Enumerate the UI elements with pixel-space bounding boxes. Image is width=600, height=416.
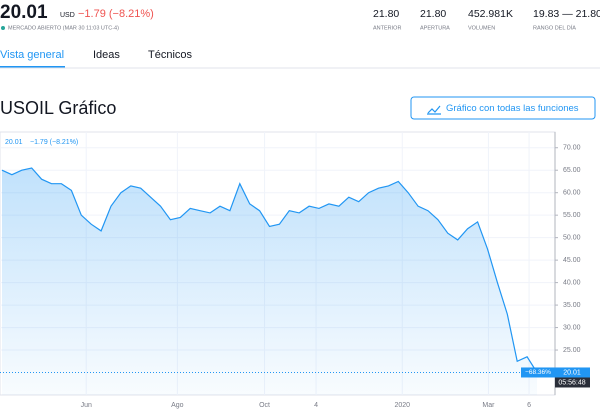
button-frame[interactable] [410,96,596,120]
x-tick-label: Oct [259,402,270,409]
stat-label: RANGO DEL DÍA [533,24,576,31]
button-label[interactable]: Gráfico con todas las funciones [446,103,579,114]
chart: 25.00 30.00 35.00 40.00 45.00 50.00 55.00 60.00… [0,132,590,409]
y-tick-label: 25.00 [563,347,581,354]
full-chart-button[interactable]: Gráfico con todas las funciones [410,96,596,120]
y-tick-label: 55.00 [563,212,581,219]
button-icon [427,105,441,115]
y-tick-label: 40.00 [563,279,581,286]
area [2,168,537,395]
stat-label: VOLUMEN [468,25,495,31]
tab[interactable]: Ideas [93,49,120,61]
stat-label: ANTERIOR [373,25,401,31]
last-price-badge [555,367,590,378]
countdown-label: 05:56:48 [558,379,585,386]
tab-underline [0,66,65,68]
y-tick-label: 60.00 [563,190,581,197]
x-tick-label: Jun [81,402,92,409]
y-tick-label: 35.00 [563,302,581,309]
currency: USD [60,12,75,19]
x-tick-label: 4 [314,402,318,409]
tab[interactable]: Técnicos [148,49,193,61]
stat-value: 21.80 [373,8,399,20]
stat-value: 19.83 — 21.80 [533,8,600,20]
status-dot [1,26,5,30]
tab[interactable]: Vista general [0,49,64,61]
stat-value: 452.981K [468,8,513,20]
tabs: Vista general Ideas Técnicos [0,49,193,61]
last-price-label: 20.01 [563,369,581,376]
countdown-badge [555,377,590,388]
legend-change: −1.79 (−8.21%) [30,139,78,146]
x-tick-label: Mar [482,402,495,409]
change-badge-label: −68.36% [525,369,551,376]
price: 20.01 [0,2,48,23]
stat-value: 21.80 [420,8,446,20]
market-status: MERCADO ABIERTO (MAR 30 11:03 UTC-4) [8,25,119,31]
stat-label: APERTURA [420,25,450,31]
y-tick-label: 45.00 [563,257,581,264]
y-tick-label: 70.00 [563,145,581,152]
stats: 21.80 ANTERIOR 21.80 APERTURA 452.981K VOLUME… [373,8,600,32]
legend-price: 20.01 [5,139,23,146]
x-tick-label: 2020 [394,402,410,409]
x-tick-label: Ago [171,402,184,409]
y-tick-label: 50.00 [563,234,581,241]
section-title: USOIL Gráfico [0,98,116,118]
x-tick-label: 6 [527,402,531,409]
change: −1.79 (−8.21%) [78,8,154,20]
change-badge [521,367,555,378]
y-tick-label: 65.00 [563,167,581,174]
price-line [1,167,538,373]
y-tick-label: 30.00 [563,324,581,331]
